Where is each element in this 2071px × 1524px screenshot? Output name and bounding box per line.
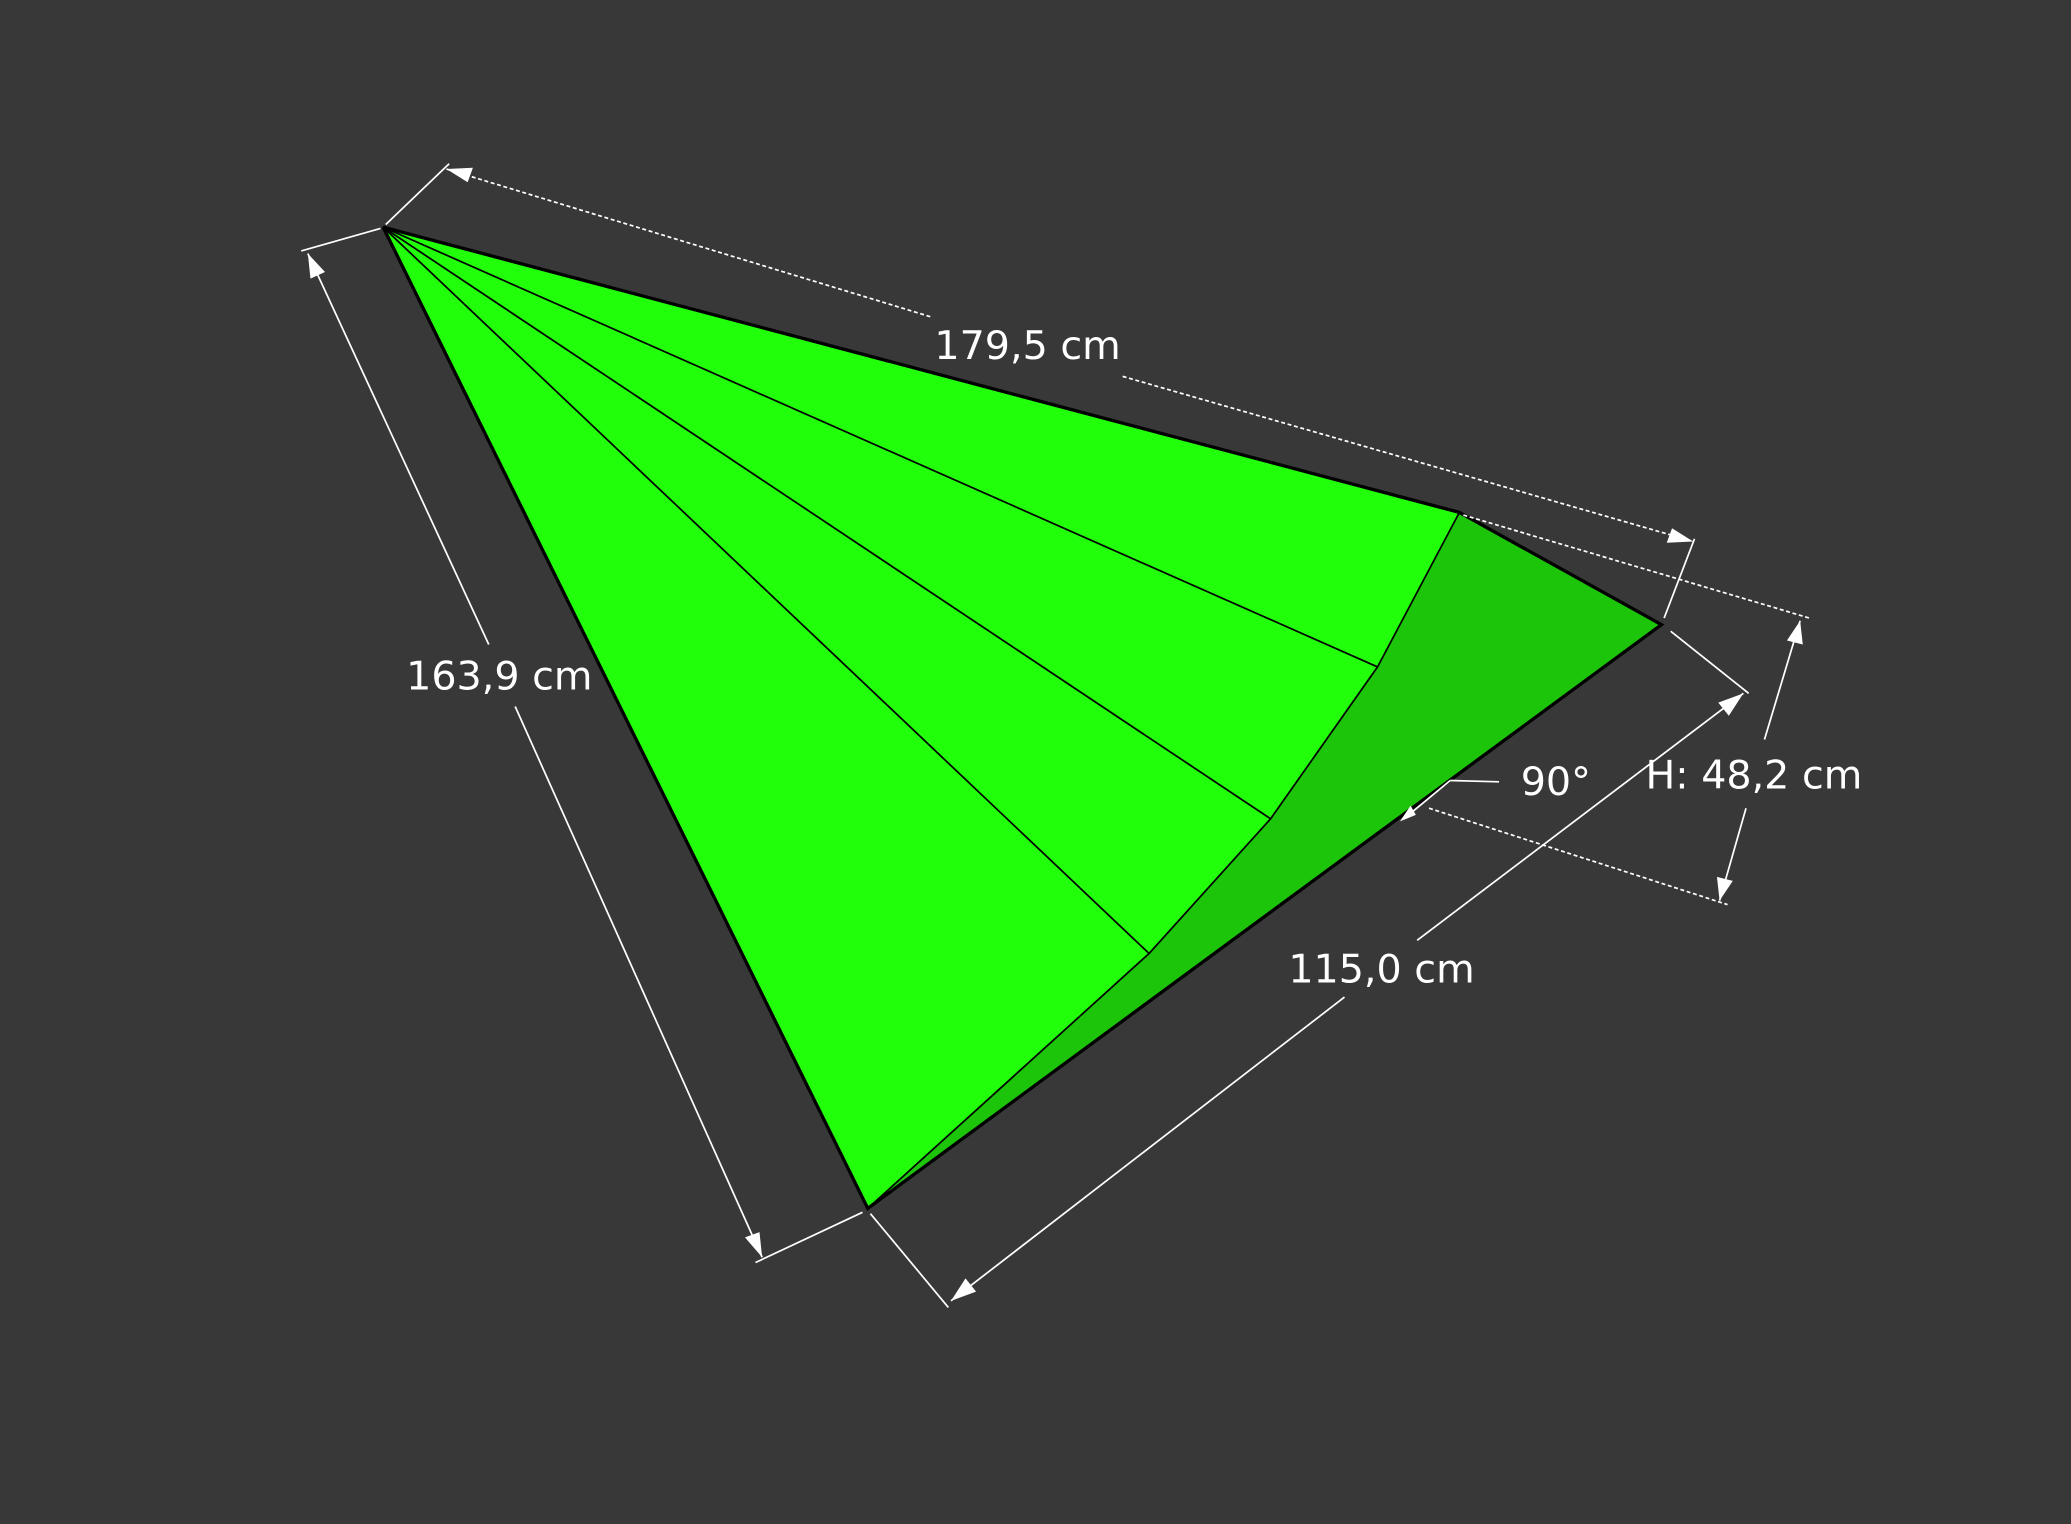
seam-line-1 <box>382 226 1378 668</box>
dimension-height: H: 48,2 cm <box>1428 514 1862 906</box>
dimension-label-top: 179,5 cm <box>934 323 1120 369</box>
sail-face-main <box>383 227 1460 1209</box>
angle-annotation: 90° <box>1399 759 1591 822</box>
dimension-bottom-edge: 115,0 cm <box>869 630 1750 1308</box>
sail-face-fold <box>867 512 1662 1209</box>
dimension-label-left: 163,9 cm <box>406 653 592 699</box>
seam-line-3 <box>382 226 1150 955</box>
dimension-label-height: H: 48,2 cm <box>1645 752 1862 798</box>
dimension-label-bottom: 115,0 cm <box>1288 947 1474 993</box>
dimension-left-edge: 163,9 cm <box>300 227 863 1264</box>
seam-line-2 <box>382 226 1272 820</box>
sail-outline <box>381 225 1665 1211</box>
dimension-top-edge: 179,5 cm <box>385 163 1696 619</box>
angle-label: 90° <box>1521 759 1591 805</box>
